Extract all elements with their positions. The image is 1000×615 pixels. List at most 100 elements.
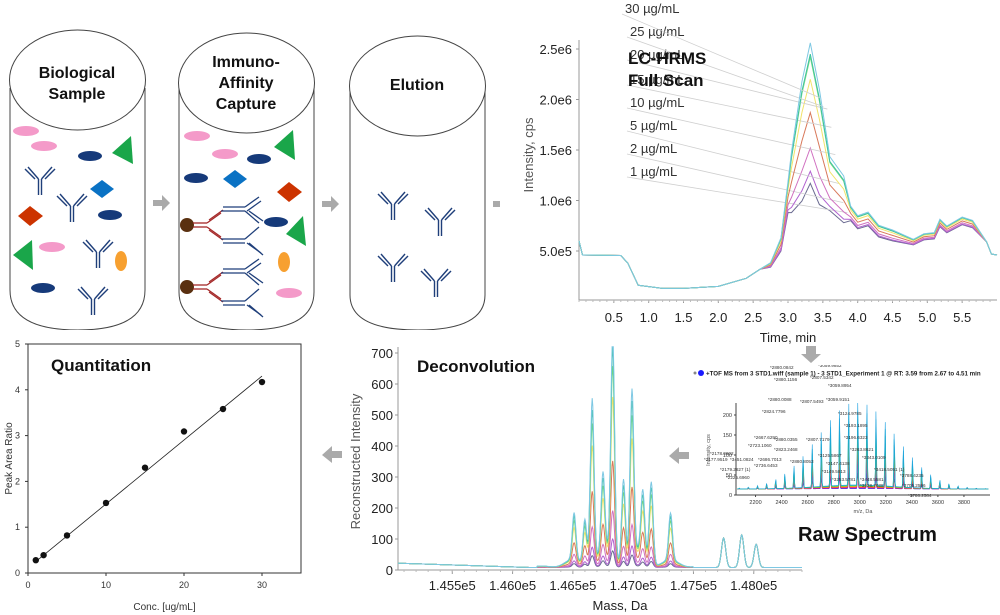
plot-frame [27, 343, 302, 574]
stage-title-line: Biological [38, 65, 116, 82]
peak-label: *3418.5051 (1) [874, 467, 905, 472]
x-tick-label: 2400 [775, 500, 787, 506]
arrow-right-icon [493, 201, 500, 207]
peak-label: *3193.1895 [844, 423, 868, 428]
y-axis-label: Reconstructed Intensity [348, 393, 363, 529]
y-tick-label: 2.0e6 [539, 93, 572, 108]
x-tick-label: 0.5 [605, 310, 623, 325]
series-label: 10 µg/mL [630, 95, 684, 110]
arrow-down-icon [801, 346, 821, 363]
legend-marker [698, 370, 704, 376]
spectrum-trace [737, 402, 989, 490]
series-label: 30 µg/mL [625, 1, 679, 16]
x-tick-label: 1.465e5 [549, 578, 596, 593]
x-tick-label: 1.455e5 [429, 578, 476, 593]
stage-title-line: Sample [48, 86, 106, 103]
y-tick-label: 2.5e6 [539, 42, 572, 57]
y-axis-label: Peak Area Ratio [4, 422, 15, 495]
x-tick-label: 20 [179, 580, 189, 590]
x-tick-label: 1.0 [640, 310, 658, 325]
arrow-right-icon [322, 196, 339, 212]
peak-label: *2177.9519 [704, 457, 728, 462]
x-tick-label: 3.5 [814, 310, 832, 325]
x-tick-label: 2.0 [709, 310, 727, 325]
x-axis-label: Conc. [ug/mL] [133, 602, 195, 613]
data-point [141, 464, 149, 471]
peak-label: *3448.5581 [860, 477, 884, 482]
series-label: 1 µg/mL [630, 164, 677, 179]
stage-title-line: Immuno- [212, 54, 280, 71]
full-scan-title: LC-HRMS Full Scan [628, 48, 706, 92]
y-tick-label: 200 [723, 413, 732, 419]
y-tick-label: 2 [15, 476, 20, 486]
data-point [258, 378, 266, 386]
stage-title-immuno-affinity: Immuno- Affinity Capture [181, 52, 311, 115]
peak-label: *3343.0109 [862, 455, 886, 460]
stage-title-line: Elution [389, 77, 445, 94]
peak-label: *3149.5813 [822, 469, 846, 474]
workflow-diagram [9, 29, 500, 330]
peak-label: *2807.5342 [810, 375, 834, 380]
peak-label: *3147.4138 [826, 461, 850, 466]
leader-line [626, 59, 828, 110]
peak-label: *2880.0842 [770, 365, 794, 370]
leader-line [626, 130, 840, 185]
x-axis-label: Time, min [760, 330, 817, 345]
y-tick-label: 100 [371, 532, 393, 547]
y-axis-label: Intensity, cps [521, 117, 536, 192]
peak-label: *3788.4235 [900, 473, 924, 478]
peak-label: *3451.0824 [730, 457, 754, 462]
x-tick-label: 4.5 [883, 310, 901, 325]
x-tick-label: 2.5 [744, 310, 762, 325]
biological-sample-contents [13, 126, 133, 316]
leader-line [626, 176, 848, 213]
data-point [102, 499, 110, 507]
y-tick-label: 200 [371, 501, 393, 516]
peak-label: *2686.7013 [758, 457, 782, 462]
y-tick-label: 50 [726, 473, 732, 479]
x-tick-label: 3200 [880, 500, 892, 506]
y-tick-label: 3 [15, 431, 20, 441]
leader-line [626, 153, 844, 204]
series-line [578, 110, 998, 289]
series-line [398, 346, 802, 568]
y-tick-label: 1 [15, 522, 20, 532]
y-tick-label: 500 [371, 408, 393, 423]
full-scan-chart: 5.0e5 1.0e6 1.5e6 2.0e6 2.5e6 0.5 1.0 1.5 2.0 2.5… [521, 1, 998, 345]
stage-title-biological-sample: Biological Sample [12, 63, 142, 105]
x-tick-label: 3400 [906, 500, 918, 506]
series-label: 15 µg/mL [630, 72, 684, 87]
x-tick-label: 0 [25, 580, 30, 590]
y-tick-label: 400 [371, 439, 393, 454]
fit-line [35, 375, 263, 562]
x-tick-label: 2600 [802, 500, 814, 506]
quantitation-chart: 0 1 2 3 4 5 0 10 20 30 Conc. [ug/mL] Peak Area Rati… [4, 339, 302, 613]
cylinder-elution [349, 35, 486, 330]
peak-label: *2179.2827 (1) [720, 467, 751, 472]
quantitation-title: Quantitation [51, 356, 152, 375]
y-tick-label: 1.0e6 [539, 194, 572, 209]
raw-spectrum-title: Raw Spectrum [798, 524, 937, 546]
y-tick-label: 0 [15, 568, 20, 578]
leader-line [626, 107, 836, 156]
peak-label: *3705.2596 [902, 483, 926, 488]
deconvolution-title: Deconvolution [417, 357, 536, 376]
x-axis-label: m/z, Da [854, 509, 874, 515]
series-line [398, 460, 802, 568]
peak-label: *2824.7796 [762, 409, 786, 414]
data-point [32, 556, 39, 564]
peak-label: *2225.6960 [726, 475, 750, 480]
peak-label: *3059.8954 [828, 383, 852, 388]
x-tick-label: 2200 [749, 500, 761, 506]
peak-label: *3196.6323 [844, 435, 868, 440]
y-tick-label: 700 [371, 346, 393, 361]
x-tick-label: 1.5 [674, 310, 692, 325]
x-tick-label: 1.460e5 [489, 578, 536, 593]
leader-line [626, 36, 824, 107]
peak-label: *3528.7038 [860, 483, 884, 488]
stage-title-line: Capture [215, 96, 277, 113]
arrow-left-icon [322, 446, 342, 463]
x-tick-label: 5.5 [953, 310, 971, 325]
y-tick-label: 300 [371, 470, 393, 485]
y-tick-label: 1.5e6 [539, 143, 572, 158]
